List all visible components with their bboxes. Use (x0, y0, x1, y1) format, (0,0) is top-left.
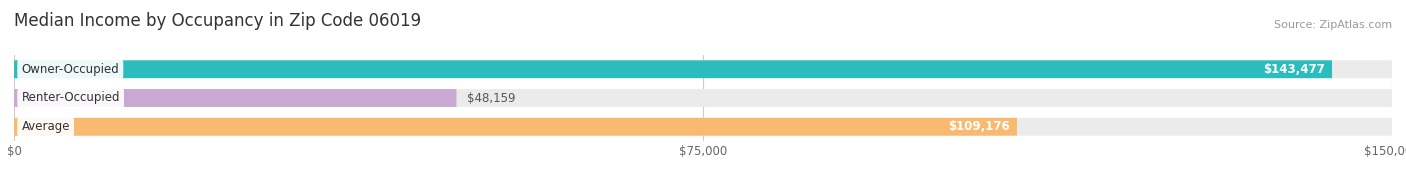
Text: Owner-Occupied: Owner-Occupied (21, 63, 120, 76)
Text: Average: Average (21, 120, 70, 133)
Text: Source: ZipAtlas.com: Source: ZipAtlas.com (1274, 20, 1392, 30)
Text: Median Income by Occupancy in Zip Code 06019: Median Income by Occupancy in Zip Code 0… (14, 12, 422, 30)
Text: $48,159: $48,159 (467, 92, 516, 104)
Text: $143,477: $143,477 (1263, 63, 1324, 76)
FancyBboxPatch shape (14, 60, 1331, 78)
FancyBboxPatch shape (14, 118, 1392, 136)
FancyBboxPatch shape (14, 60, 1392, 78)
Text: $109,176: $109,176 (948, 120, 1010, 133)
Text: Renter-Occupied: Renter-Occupied (21, 92, 120, 104)
FancyBboxPatch shape (14, 118, 1017, 136)
FancyBboxPatch shape (14, 89, 1392, 107)
FancyBboxPatch shape (14, 89, 457, 107)
